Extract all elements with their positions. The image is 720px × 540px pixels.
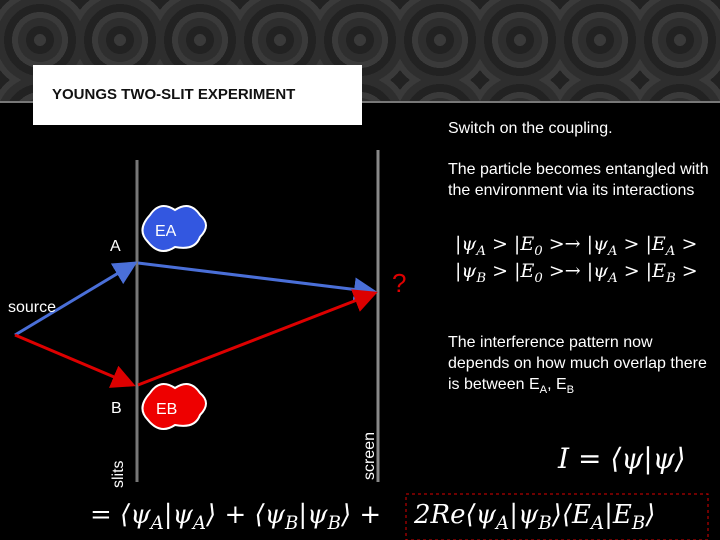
subscript: 0: [534, 243, 543, 259]
subscript: A: [608, 270, 618, 286]
note: The particle becomes entangled with the …: [448, 161, 709, 199]
equation: 2Re⟨ψA|ψB⟩⟨EA|EB⟩: [414, 500, 655, 534]
text-run: >: [675, 260, 698, 282]
cloud-label: EA: [155, 223, 177, 240]
subscript: B: [476, 270, 487, 286]
equation: |ψB > |E0 >→ |ψA > |EB >: [455, 260, 698, 286]
subscript: A: [192, 513, 207, 535]
text-run: |ψ: [509, 500, 539, 530]
equation: I = ⟨ψ|ψ⟩: [558, 442, 686, 475]
subscript: B: [327, 513, 341, 535]
text-run: ⟩ +: [340, 500, 382, 530]
text-run: , E: [547, 376, 567, 393]
text-run: ⟩⟨E: [551, 500, 591, 530]
path-arrow: [14, 333, 136, 388]
text-run: >→ |ψ: [542, 233, 608, 255]
label: source: [8, 299, 57, 316]
text-run: 2Re⟨ψ: [414, 500, 497, 530]
subscript: A: [150, 513, 164, 535]
title-box: [33, 65, 362, 125]
equation: |ψA > |E0 >→ |ψA > |EA >: [455, 233, 697, 259]
cloud-label: EB: [156, 401, 178, 418]
text-run: |ψ: [455, 233, 477, 255]
subscript: B: [538, 513, 552, 535]
subscript: B: [631, 513, 646, 535]
text-run: I = ⟨ψ|ψ⟩: [558, 442, 686, 475]
text-run: |ψ: [163, 500, 193, 530]
subscript: B: [566, 384, 575, 397]
label: screen: [361, 431, 378, 480]
highlight-box: [405, 493, 709, 540]
equation: = ⟨ψA|ψA⟩ + ⟨ψB|ψB⟩ +: [90, 500, 381, 534]
path-arrow: [137, 289, 378, 387]
text-run: The interference pattern now depends on …: [448, 334, 707, 393]
label: A: [110, 238, 121, 255]
text-run: >→ |ψ: [542, 260, 609, 282]
note: Switch on the coupling.: [448, 120, 613, 137]
question-mark: ?: [392, 268, 407, 298]
label: B: [111, 400, 122, 417]
text-run: > |E: [617, 260, 666, 282]
text-run: > |E: [485, 233, 535, 255]
subscript: A: [591, 513, 605, 535]
subscript: A: [496, 513, 510, 535]
text-run: |ψ: [455, 260, 477, 282]
cloud: [141, 383, 207, 430]
text-run: ⟩ + ⟨ψ: [206, 500, 286, 530]
title: YOUNGS TWO-SLIT EXPERIMENT: [52, 86, 296, 103]
path-arrow: [14, 261, 138, 337]
subscript: B: [285, 513, 299, 535]
subscript: 0: [534, 270, 543, 286]
text-run: > |E: [617, 233, 666, 255]
text-run: > |E: [486, 260, 535, 282]
text-run: = ⟨ψ: [90, 500, 151, 530]
text-run: >: [675, 233, 698, 255]
label: slits: [110, 460, 127, 488]
subscript: B: [665, 270, 676, 286]
subscript: A: [607, 243, 618, 259]
cloud: [141, 205, 207, 252]
text-run: ⟩: [645, 500, 656, 530]
subscript: A: [539, 384, 548, 397]
note: The interference pattern now depends on …: [448, 332, 708, 401]
text-run: |ψ: [298, 500, 328, 530]
path-arrow: [137, 261, 378, 302]
subscript: A: [476, 243, 486, 259]
subscript: A: [665, 243, 676, 259]
text-run: |E: [604, 500, 632, 530]
